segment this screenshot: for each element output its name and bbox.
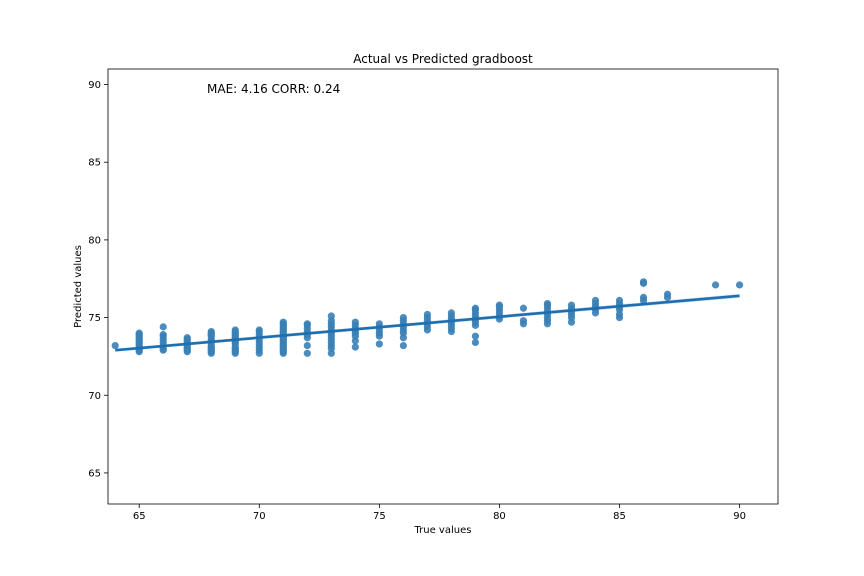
scatter-point bbox=[639, 293, 648, 301]
scatter-point bbox=[711, 281, 720, 289]
x-tick-label: 75 bbox=[373, 511, 386, 522]
scatter-point bbox=[447, 309, 456, 317]
scatter-point bbox=[327, 312, 335, 320]
scatter-point bbox=[303, 349, 311, 357]
scatter-point bbox=[735, 281, 744, 289]
x-tick-label: 80 bbox=[493, 511, 506, 522]
scatter-point bbox=[159, 323, 167, 331]
regression-line bbox=[115, 294, 740, 352]
scatter-point bbox=[303, 320, 311, 328]
scatter-point bbox=[351, 343, 359, 351]
scatter-point bbox=[375, 320, 383, 328]
y-tick-label: 75 bbox=[88, 313, 101, 324]
x-axis-label: True values bbox=[414, 525, 472, 536]
y-axis: 65 70 75 80 85 90 bbox=[88, 80, 108, 479]
y-tick-label: 70 bbox=[88, 391, 101, 402]
scatter-point bbox=[135, 329, 143, 337]
scatter-point bbox=[591, 296, 600, 305]
scatter-point bbox=[351, 318, 359, 326]
scatter-point bbox=[399, 313, 407, 322]
x-tick-label: 85 bbox=[613, 511, 626, 522]
scatter-point bbox=[567, 301, 576, 309]
scatter-point bbox=[471, 332, 480, 340]
scatter-point bbox=[399, 341, 407, 350]
scatter-point bbox=[663, 290, 672, 298]
x-tick-label: 70 bbox=[253, 511, 266, 522]
y-tick-label: 90 bbox=[88, 80, 101, 91]
scatter-point bbox=[639, 278, 648, 286]
scatter-point bbox=[615, 296, 624, 305]
x-axis: 65 70 75 80 85 90 bbox=[133, 504, 746, 522]
scatter-point bbox=[255, 326, 263, 334]
y-tick-label: 85 bbox=[88, 158, 101, 169]
scatter-point bbox=[543, 299, 552, 308]
scatter-point bbox=[183, 334, 191, 342]
x-tick-label: 90 bbox=[733, 511, 746, 522]
scatter-point bbox=[159, 331, 167, 339]
scatter-point bbox=[471, 304, 480, 312]
scatter-point bbox=[279, 318, 287, 326]
scatter-point bbox=[423, 310, 431, 319]
scatter-point bbox=[231, 326, 239, 334]
chart-title: Actual vs Predicted gradboost bbox=[353, 52, 533, 66]
scatter-point bbox=[519, 304, 528, 312]
axes-frame bbox=[107, 68, 779, 505]
scatter-point bbox=[519, 317, 528, 325]
scatter-point bbox=[303, 341, 311, 350]
plot-area bbox=[111, 278, 744, 357]
scatter-point bbox=[111, 341, 119, 350]
y-axis-label: Predicted values bbox=[73, 245, 84, 328]
x-tick-label: 65 bbox=[133, 511, 146, 522]
y-tick-label: 80 bbox=[88, 235, 101, 246]
metrics-annotation: MAE: 4.16 CORR: 0.24 bbox=[207, 82, 340, 96]
scatter-point bbox=[471, 338, 480, 347]
scatter-point bbox=[207, 327, 215, 336]
scatter-point bbox=[375, 340, 383, 348]
y-tick-label: 65 bbox=[88, 468, 101, 479]
scatter-point bbox=[495, 301, 504, 309]
